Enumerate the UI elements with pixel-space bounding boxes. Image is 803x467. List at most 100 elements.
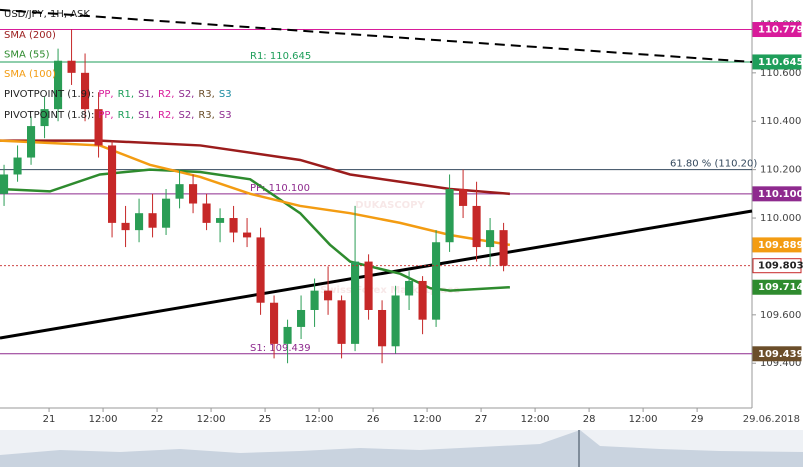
level-annotation: R1: 110.645 (250, 51, 311, 62)
candle-body (94, 109, 103, 146)
pivot-legend-item: R3, (198, 110, 215, 121)
candle-body (310, 290, 319, 310)
sma-line (0, 168, 510, 292)
trendline (0, 8, 753, 63)
pivot-legend-item: S1, (138, 89, 154, 100)
price-tag-text: 109.803 (758, 261, 803, 272)
candle-body (432, 242, 441, 320)
level-tag-text: 109.439 (758, 349, 803, 360)
y-tick-label: 110.200 (760, 165, 801, 176)
candle-body (445, 188, 454, 243)
candle-body (0, 174, 9, 194)
watermark: Swiss Forex Marketplace (320, 285, 460, 296)
candle-body (202, 203, 211, 223)
candle-body (121, 222, 130, 231)
x-tick-label: 12:00 (629, 414, 658, 425)
chart-title: USD/JPY, 1H, ASK (4, 9, 90, 20)
x-tick-label: 26 (367, 414, 380, 425)
candle-body (459, 188, 468, 206)
level-tag (752, 186, 802, 202)
y-tick-label: 110.400 (760, 116, 801, 127)
sma-line (0, 139, 510, 196)
candle-body (499, 230, 508, 266)
candle-body (378, 309, 387, 347)
x-tick-label: 27 (475, 414, 488, 425)
pivot-legend-label: PIVOTPOINT (1.9): (4, 89, 94, 100)
sma-tag-text: 109.714 (758, 282, 803, 293)
pivot-legend-item: S2, (178, 110, 194, 121)
level-annotation: PP: 110.100 (250, 183, 310, 194)
candle-body (405, 280, 414, 296)
candle-body (162, 198, 171, 228)
candle-body (351, 261, 360, 344)
sma-line (0, 139, 511, 247)
navigator-handle (578, 430, 580, 467)
candle-body (13, 157, 22, 175)
price-tag (752, 258, 802, 274)
x-tick-label: 12:00 (89, 414, 118, 425)
candle-body (418, 280, 427, 320)
pivot-legend-item: S3 (219, 89, 232, 100)
candle-body (148, 213, 157, 228)
candle-body (27, 126, 36, 158)
x-tick-label: 21 (43, 414, 56, 425)
candle-body (216, 218, 225, 223)
level-annotation: 61.80 % (110.20) (670, 159, 757, 170)
candle-body (337, 300, 346, 344)
candle-body (364, 261, 373, 310)
candle-body (472, 205, 481, 248)
candle-body (135, 213, 144, 231)
x-tick-label: 12:00 (413, 414, 442, 425)
candle-body (270, 302, 279, 344)
x-tick-label: 12:00 (197, 414, 226, 425)
x-tick-label: 12:00 (305, 414, 334, 425)
pivot-legend-label: PIVOTPOINT (1.8): (4, 110, 94, 121)
level-tag-text: 110.779 (758, 25, 803, 36)
y-tick-label: 109.600 (760, 310, 801, 321)
pivot-legend-item: S1, (138, 110, 154, 121)
trendline (0, 209, 753, 340)
date-label: 29.06.2018 (743, 414, 800, 425)
candle-body (324, 290, 333, 301)
candle-body (391, 295, 400, 347)
plot-area (0, 0, 752, 408)
candle-body (40, 109, 49, 127)
navigator-volume (0, 430, 803, 467)
level-tag-text: 110.645 (758, 57, 803, 68)
level-annotation: S1: 109.439 (250, 343, 311, 354)
candle-body (175, 184, 184, 199)
legend-entry: SMA (100) (4, 69, 56, 80)
candle-body (486, 230, 495, 248)
x-tick-label: 12:00 (521, 414, 550, 425)
x-tick-label: 28 (583, 414, 596, 425)
candle-body (229, 218, 238, 233)
pivot-legend-item: R2, (158, 89, 175, 100)
y-tick-label: 110.000 (760, 213, 801, 224)
pivot-legend-item: R1, (118, 89, 135, 100)
pivot-legend-item: PP, (98, 110, 113, 121)
legend-entry: SMA (55) (4, 50, 50, 61)
sma-tag (752, 237, 802, 253)
x-tick-label: 29 (691, 414, 704, 425)
candle-body (108, 145, 117, 223)
candle-body (189, 184, 198, 204)
candle-body (283, 326, 292, 344)
pivot-legend-item: S3 (219, 110, 232, 121)
pivot-legend-item: PP, (98, 89, 113, 100)
sma-tag (752, 279, 802, 295)
level-tag (752, 346, 802, 362)
legend-entry: SMA (200) (4, 30, 56, 41)
pivot-legend-item: R1, (118, 110, 135, 121)
y-tick-label: 109.400 (760, 358, 801, 369)
level-tag-text: 110.100 (758, 189, 803, 200)
pivot-legend-item: R3, (198, 89, 215, 100)
x-tick-label: 22 (151, 414, 164, 425)
pivot-legend-item: S2, (178, 89, 194, 100)
candle-body (81, 72, 90, 110)
candle-body (256, 237, 265, 303)
x-tick-label: 25 (259, 414, 272, 425)
candle-body (297, 309, 306, 327)
y-tick-label: 110.600 (760, 68, 801, 79)
